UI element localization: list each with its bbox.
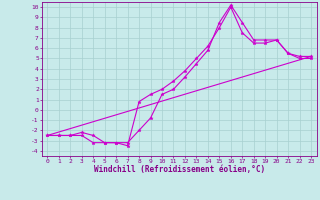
X-axis label: Windchill (Refroidissement éolien,°C): Windchill (Refroidissement éolien,°C) [94, 165, 265, 174]
